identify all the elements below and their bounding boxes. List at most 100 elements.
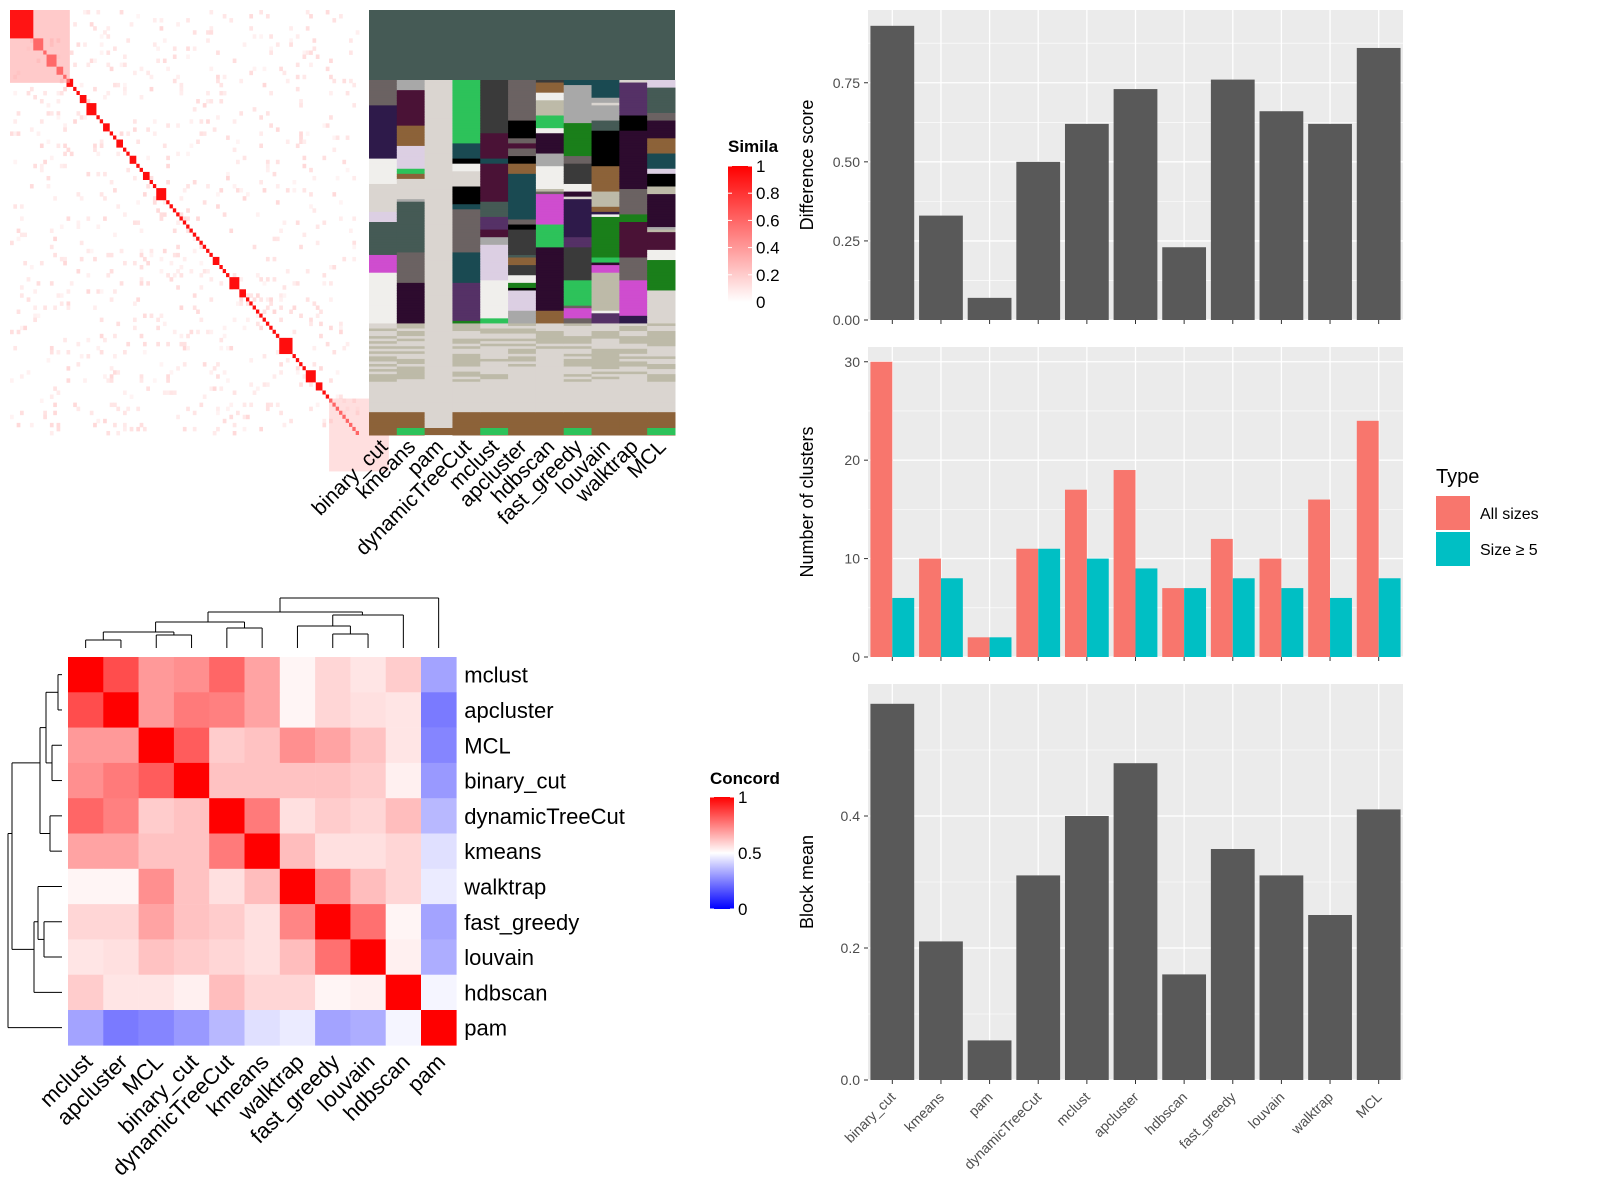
label-cell — [535, 267, 565, 271]
label-cell — [535, 183, 565, 187]
similarity-noise-cell — [162, 248, 167, 254]
similarity-noise-cell — [63, 151, 67, 157]
concordance-cell — [68, 692, 104, 728]
label-cell — [480, 242, 509, 246]
label-cell — [619, 196, 648, 200]
label-cell — [369, 80, 398, 84]
label-cell — [396, 341, 426, 345]
similarity-block — [322, 390, 326, 395]
concordance-cell — [279, 904, 316, 940]
label-cell — [480, 407, 509, 411]
similarity-noise-cell — [146, 281, 150, 286]
label-cell — [508, 107, 537, 111]
label-cell — [563, 320, 593, 324]
label-cell — [619, 371, 648, 375]
concordance-cell — [103, 692, 139, 728]
label-cell — [619, 189, 648, 193]
similarity-noise-cell — [172, 273, 177, 278]
similarity-noise-cell — [192, 426, 197, 432]
label-cell — [480, 176, 509, 180]
label-cell — [647, 389, 676, 393]
cluster-label-panel — [369, 10, 676, 436]
label-cell — [508, 115, 537, 119]
similarity-noise-cell — [99, 34, 104, 39]
label-cell — [535, 282, 565, 286]
similarity-block — [209, 252, 213, 257]
label-cell — [535, 285, 565, 289]
label-cell — [396, 120, 426, 124]
similarity-noise-cell — [146, 260, 150, 266]
similarity-block — [113, 135, 117, 140]
similarity-noise-cell — [206, 38, 210, 43]
similarity-noise-cell — [282, 285, 287, 290]
label-cell — [619, 285, 648, 289]
label-cell — [619, 115, 648, 119]
label-cell — [424, 140, 453, 144]
similarity-block — [202, 244, 207, 249]
label-bottom-cell — [563, 428, 593, 435]
similarity-noise-cell — [245, 192, 250, 197]
similarity-noise-cell — [275, 402, 280, 408]
concordance-cell — [68, 762, 104, 799]
label-cell — [396, 123, 426, 127]
similarity-noise-cell — [83, 10, 87, 15]
similarity-noise-cell — [19, 325, 24, 331]
label-cell — [591, 237, 620, 241]
similarity-noise-cell — [49, 228, 54, 234]
concordance-cell — [173, 762, 210, 799]
similarity-noise-cell — [252, 66, 257, 72]
label-cell — [508, 361, 537, 365]
label-cell — [369, 189, 398, 193]
concordance-cell — [173, 868, 210, 905]
bar-size-ge5 — [1330, 597, 1352, 657]
label-cell — [480, 105, 509, 109]
similarity-noise-cell — [93, 256, 97, 262]
similarity-noise-cell — [86, 99, 91, 104]
label-cell — [647, 358, 676, 362]
label-cell — [563, 409, 593, 413]
bar-all-sizes — [919, 558, 941, 657]
label-cell — [452, 333, 481, 337]
label-cell — [535, 384, 565, 388]
label-cell — [452, 348, 481, 352]
label-cell — [508, 244, 537, 248]
similarity-noise-cell — [269, 297, 273, 302]
label-cell — [480, 145, 509, 149]
label-cell — [480, 97, 509, 101]
label-cell — [591, 257, 620, 261]
similarity-noise-cell — [209, 66, 214, 72]
label-cell — [535, 313, 565, 317]
label-cell — [480, 298, 509, 302]
label-cell — [396, 189, 426, 193]
label-cell — [480, 346, 509, 350]
label-cell — [591, 303, 620, 307]
concordance-cell — [173, 974, 210, 1011]
label-cell — [508, 325, 537, 329]
label-cell — [563, 318, 593, 322]
similarity-noise-cell — [56, 422, 61, 428]
label-cell — [619, 315, 648, 319]
similarity-noise-cell — [279, 370, 283, 375]
label-cell — [591, 308, 620, 312]
concordance-cell — [138, 692, 175, 728]
label-cell — [480, 201, 509, 205]
similarity-noise-cell — [156, 325, 160, 331]
label-cell — [619, 351, 648, 355]
label-cell — [396, 100, 426, 104]
label-cell — [369, 412, 398, 416]
label-cell — [591, 100, 620, 104]
similarity-noise-cell — [29, 265, 34, 270]
similarity-noise-cell — [93, 143, 97, 149]
label-cell — [369, 254, 398, 258]
label-cell — [647, 158, 676, 162]
label-cell — [591, 389, 620, 393]
label-cell — [508, 424, 537, 428]
label-cell — [396, 163, 426, 167]
label-cell — [424, 374, 453, 378]
label-cell — [452, 260, 481, 264]
label-cell — [508, 201, 537, 205]
label-cell — [480, 189, 509, 193]
label-cell — [369, 394, 398, 398]
label-cell — [452, 361, 481, 365]
label-cell — [619, 80, 648, 84]
